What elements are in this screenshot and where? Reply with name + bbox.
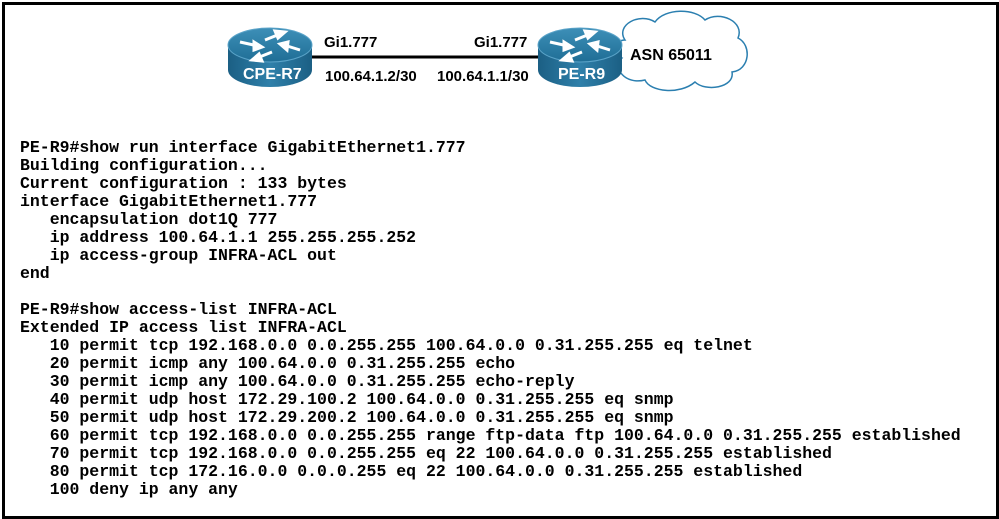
network-diagram: CPE-R7 PE-R9 Gi1.777 Gi1.777 100.64.1.2/…	[0, 0, 999, 110]
cli-line: end	[20, 264, 50, 283]
interface-label-cpe-r7: Gi1.777	[324, 34, 378, 51]
cloud-label: ASN 65011	[630, 47, 712, 64]
cli-line: 100 deny ip any any	[20, 480, 238, 499]
cli-line: PE-R9#show access-list INFRA-ACL	[20, 300, 337, 319]
cli-line: PE-R9#show run interface GigabitEthernet…	[20, 138, 466, 157]
interface-label-pe-r9: Gi1.777	[474, 34, 528, 51]
cli-line: 40 permit udp host 172.29.100.2 100.64.0…	[20, 390, 674, 409]
cli-line: Building configuration...	[20, 156, 268, 175]
cli-line: 60 permit tcp 192.168.0.0 0.0.255.255 ra…	[20, 426, 961, 445]
router-icon-cpe-r7	[227, 27, 313, 87]
cli-line: encapsulation dot1Q 777	[20, 210, 278, 229]
cli-line: ip address 100.64.1.1 255.255.255.252	[20, 228, 417, 247]
cli-line: 50 permit udp host 172.29.200.2 100.64.0…	[20, 408, 674, 427]
ip-label-pe-r9: 100.64.1.1/30	[437, 68, 529, 85]
cli-line	[20, 283, 961, 301]
ip-label-cpe-r7: 100.64.1.2/30	[325, 68, 417, 85]
cli-line: 30 permit icmp any 100.64.0.0 0.31.255.2…	[20, 372, 575, 391]
cli-output: PE-R9#show run interface GigabitEthernet…	[20, 139, 961, 499]
cli-line: 80 permit tcp 172.16.0.0 0.0.0.255 eq 22…	[20, 462, 803, 481]
cli-line: 70 permit tcp 192.168.0.0 0.0.255.255 eq…	[20, 444, 832, 463]
cli-line: interface GigabitEthernet1.777	[20, 192, 318, 211]
cli-line: 20 permit icmp any 100.64.0.0 0.31.255.2…	[20, 354, 516, 373]
cli-line: Extended IP access list INFRA-ACL	[20, 318, 347, 337]
cli-line: ip access-group INFRA-ACL out	[20, 246, 337, 265]
cli-line: 10 permit tcp 192.168.0.0 0.0.255.255 10…	[20, 336, 753, 355]
router-name-pe-r9: PE-R9	[558, 66, 606, 83]
router-icon-pe-r9	[537, 27, 623, 87]
router-name-cpe-r7: CPE-R7	[243, 66, 302, 83]
cli-line: Current configuration : 133 bytes	[20, 174, 347, 193]
